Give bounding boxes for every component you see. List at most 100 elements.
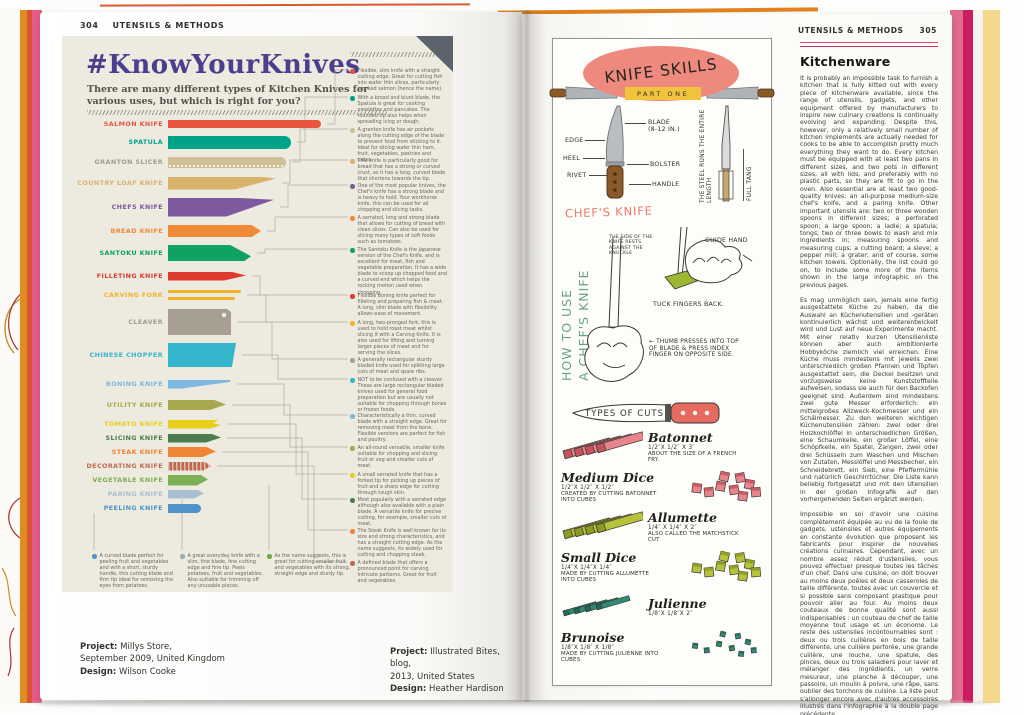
credit-project-value: Millys Store, — [120, 642, 172, 652]
cut-name: Brunoise — [561, 629, 625, 645]
knife-label: DECORATING KNIFE — [86, 462, 163, 470]
knife-row-paring-knife: PARING KNIFE — [62, 490, 204, 499]
note-bullet-dot — [180, 554, 185, 559]
description-text: The Steak Knife is well known for its si… — [357, 528, 446, 559]
article-paragraph-fr: Impossible en soi d'avoir une cuisine co… — [800, 511, 938, 715]
knife-blade-icon — [168, 380, 231, 389]
cut-type-brunoise: Brunoise 1/8″X 1/8″ X 1/8″ MADE BY CUTTING… — [561, 629, 763, 666]
cut-art-icon — [561, 507, 645, 549]
description-bullet-dot — [350, 96, 355, 101]
knife-description-item: With a broad and blunt blade, the Spatul… — [350, 95, 447, 125]
credit-design-value: Heather Hardison — [429, 683, 504, 694]
knife-row-spatula: SPATULA — [62, 136, 291, 149]
svg-text:TYPES OF CUTS: TYPES OF CUTS — [584, 409, 664, 419]
description-text: A long, two-pronged fork, this is used t… — [357, 320, 441, 357]
description-text: Flexible, slim knife with a straight cut… — [357, 68, 443, 93]
knife-blade-icon — [168, 309, 231, 335]
cut-name: Medium Dice — [561, 469, 655, 485]
cut-name: Julienne — [648, 595, 707, 611]
bottom-note: A great everyday knife with a slim, fine… — [180, 553, 264, 589]
description-text: A small serrated knife that has a forked… — [357, 472, 440, 497]
knife-blade-icon — [168, 447, 216, 457]
credit-know-your-knives: Project: Millys Store, September 2009, U… — [80, 641, 225, 678]
knife-row-country-loaf-knife: COUNTRY LOAF KNIFE — [62, 177, 276, 190]
label-tuck-fingers: TUCK FINGERS BACK. — [653, 301, 725, 308]
description-text: An all-round versatile, smaller knife su… — [357, 445, 445, 470]
note-bullet-dot — [92, 554, 97, 559]
knife-row-peeling-knife: PEELING KNIFE — [62, 504, 201, 513]
description-text: A serrated, long and strong blade that a… — [357, 215, 446, 246]
section-title: UTENSILS & METHODS — [112, 21, 225, 30]
knife-row-granton-slicer: GRANTON SLICER — [62, 157, 286, 168]
book-cover-left-edge — [0, 8, 23, 705]
label-line — [629, 184, 651, 185]
label-blade: BLADE (8-12 IN.) — [648, 119, 680, 134]
page-number: 305 — [919, 26, 937, 35]
page-edge-stripe-red — [27, 10, 32, 703]
cut-text: Julienne 1/8″X 1/8″X 2″ — [648, 595, 763, 617]
knife-description-item: A serrated, long and strong blade that a… — [350, 215, 447, 245]
arrow-left-icon: ← — [649, 339, 655, 345]
knife-label: COUNTRY LOAF KNIFE — [77, 179, 163, 187]
knife-label: PARING KNIFE — [107, 490, 163, 498]
knife-label: TOMATO KNIFE — [104, 420, 163, 428]
description-bullet-dot — [350, 358, 355, 363]
description-bullet-dot — [350, 216, 355, 221]
page-edge-stripe-orange — [20, 10, 27, 703]
description-bullet-dot — [350, 294, 355, 299]
types-of-cuts-banner: TYPES OF CUTS — [571, 402, 720, 424]
cut-type-small-dice: Small Dice 1/4″X 1/4″X 1/4″ MADE BY CUTTIN… — [561, 549, 763, 586]
knife-blade-icon — [168, 400, 226, 410]
knife-grip-illustration — [584, 236, 644, 382]
infographic-subtitle: There are many different types of Kitche… — [87, 84, 369, 107]
knife-blade-icon — [168, 490, 204, 499]
cut-text: Medium Dice 1/2″X 1/2″ X 1/2″ CREATED BY C… — [561, 469, 686, 504]
knife-label: SPATULA — [128, 138, 163, 146]
cut-note: ALSO CALLED THE MATCHSTICK CUT — [648, 531, 739, 544]
description-bullet-dot — [350, 248, 355, 253]
part-one-ribbon: PART ONE — [625, 87, 701, 100]
knife-description-item: The Steak Knife is well known for its si… — [350, 528, 447, 558]
knife-label: SANTOKU KNIFE — [99, 249, 163, 257]
description-bullet-dot — [350, 69, 355, 74]
page-edge-stripe-white — [973, 10, 983, 703]
description-bullet-dot — [350, 128, 355, 133]
label-line — [589, 175, 607, 176]
cut-note: CREATED BY CUTTING BATONNET INTO CUBES — [561, 491, 657, 504]
knife-label: UTILITY KNIFE — [106, 401, 163, 409]
page-left: 304 UTENSILS & METHODS #KnowYourKnives Th… — [40, 12, 522, 700]
knife-blade-icon — [168, 245, 251, 261]
knife-description-item: NOT to be confused with a cleaver. These… — [350, 377, 447, 413]
knife-row-cleaver: CLEAVER — [62, 309, 231, 335]
knife-label: SLICING KNIFE — [105, 434, 163, 442]
page-edge-stripe-pink — [32, 10, 42, 703]
label-heel: HEEL — [563, 155, 581, 162]
knife-description-item: This knife is particularly good for brea… — [350, 158, 447, 182]
cut-art-icon — [691, 469, 763, 507]
knife-row-tomato-knife: TOMATO KNIFE — [62, 420, 221, 429]
knife-label: BREAD KNIFE — [110, 227, 163, 235]
infographic-title: #KnowYourKnives — [86, 50, 361, 80]
knife-row-decorating-knife: DECORATING KNIFE — [62, 462, 211, 471]
label-steel-runs: THE STEEL RUNS THE ENTIRE LENGTH — [699, 109, 713, 204]
cover-top-edge-line — [99, 3, 471, 7]
knife-row-vegetable-knife: VEGETABLE KNIFE — [62, 475, 208, 486]
knife-blade-icon — [168, 198, 274, 217]
description-bullet-dot — [350, 498, 355, 503]
cut-dimensions: 1/2″X 1/2″ X 1/2″ — [561, 485, 615, 492]
description-bullet-dot — [350, 414, 355, 419]
description-bullet-dot — [350, 561, 355, 566]
page-edge-stripe-yellow — [983, 10, 1000, 703]
description-bullet-dot — [350, 446, 355, 451]
description-text: The Santoku Knife is the Japanese versio… — [357, 247, 447, 296]
knife-description-item: Most popularly with a serrated edge alth… — [350, 497, 447, 527]
chefs-knife-caption: CHEF'S KNIFE — [564, 203, 653, 221]
page-edge-stripe-pink-right — [950, 10, 963, 703]
kitchenware-article: Kitchenware It is probably an impossible… — [800, 42, 938, 715]
knife-label: CHINESE CHOPPER — [89, 351, 163, 359]
cut-art-icon — [561, 587, 643, 629]
cut-type-julienne: Julienne 1/8″X 1/8″X 2″ — [561, 589, 763, 626]
knife-label: CARVING FORK — [103, 291, 163, 299]
knife-row-steak-knife: STEAK KNIFE — [62, 447, 216, 457]
